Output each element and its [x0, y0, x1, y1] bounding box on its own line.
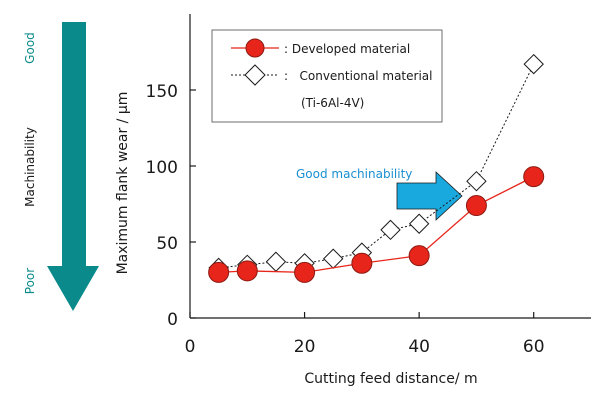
data-point: [294, 261, 316, 283]
y-axis-title: Maximum flank wear / μm: [115, 92, 131, 275]
x-tick-label: 40: [408, 337, 430, 357]
data-point: [208, 261, 230, 283]
x-tick-label: 20: [294, 337, 316, 357]
data-point: [523, 53, 544, 75]
data-point: [408, 245, 430, 267]
data-point: [236, 260, 258, 282]
legend-conventional-marker-icon: [244, 64, 266, 86]
legend-note: (Ti-6Al-4V): [301, 96, 364, 110]
data-point: [380, 219, 401, 241]
good-machinability-arrow-icon: [396, 171, 463, 221]
data-point: [523, 166, 545, 188]
data-point: [323, 248, 344, 269]
data-point: [265, 251, 287, 272]
legend: : Developed material : Conventional mate…: [211, 29, 443, 123]
machinability-scale: Good Machinability Poor: [23, 22, 99, 311]
series-line: [218, 176, 535, 274]
series-developed: [208, 166, 545, 283]
axis-ticks: 0 50 100 150 0 20 40 60: [146, 82, 545, 357]
data-point: [465, 195, 487, 217]
data-series: [208, 53, 545, 283]
data-point: [466, 170, 487, 192]
legend-developed-marker-icon: [245, 38, 265, 58]
y-tick-label: 50: [156, 234, 178, 254]
x-axis-title: Cutting feed distance/ m: [304, 371, 477, 387]
legend-conventional-label: : Conventional material: [284, 69, 432, 83]
y-tick-label: 150: [146, 82, 178, 102]
x-tick-label: 0: [185, 337, 196, 357]
legend-developed-label: : Developed material: [284, 42, 410, 56]
machinability-label: Machinability: [23, 127, 37, 207]
good-machinability-annotation: Good machinability: [296, 167, 463, 221]
data-point: [351, 252, 373, 274]
data-point: [408, 213, 430, 234]
good-machinability-label: Good machinability: [296, 167, 412, 181]
x-tick-label: 60: [523, 337, 545, 357]
y-tick-label: 100: [146, 158, 178, 178]
machinability-down-arrow-icon: [47, 22, 99, 311]
series-line: [218, 63, 535, 269]
y-tick-label: 0: [167, 310, 178, 330]
machinability-good-label: Good: [23, 32, 37, 64]
machinability-poor-label: Poor: [23, 268, 37, 294]
